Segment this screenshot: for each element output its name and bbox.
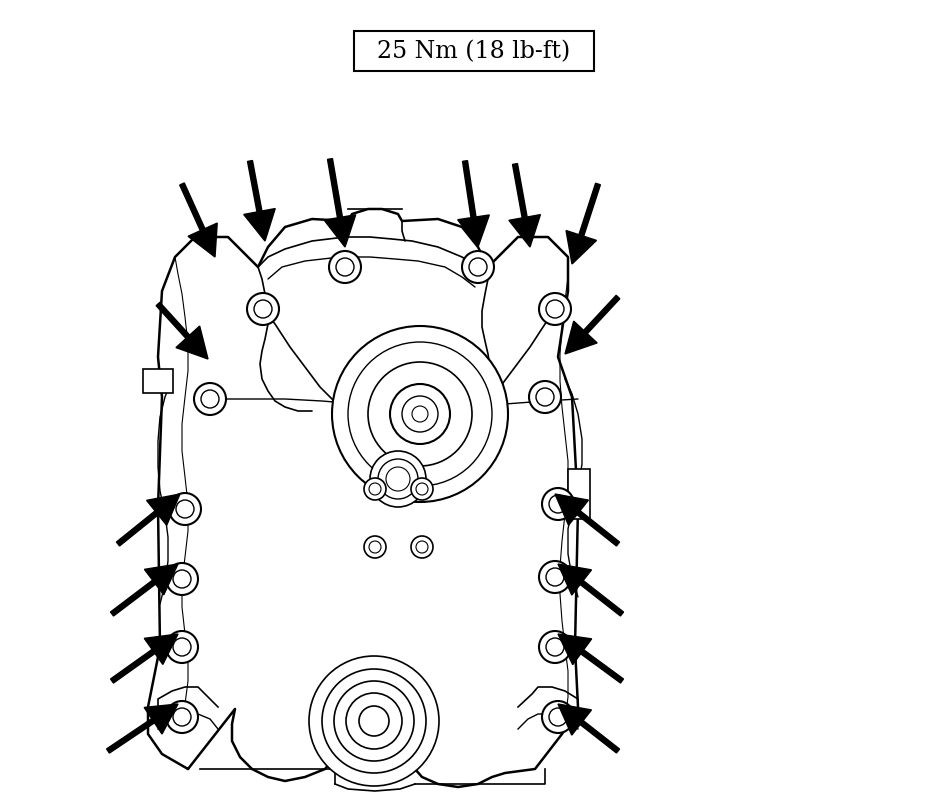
Polygon shape	[157, 303, 208, 360]
Circle shape	[346, 693, 402, 749]
Bar	[568, 470, 590, 520]
Circle shape	[369, 541, 381, 553]
Circle shape	[549, 495, 567, 513]
Circle shape	[334, 681, 414, 761]
Polygon shape	[555, 495, 620, 546]
Circle shape	[416, 541, 428, 553]
Circle shape	[173, 570, 191, 589]
Circle shape	[412, 406, 428, 422]
Circle shape	[529, 381, 561, 414]
Polygon shape	[179, 184, 217, 258]
Circle shape	[386, 467, 410, 491]
Polygon shape	[565, 296, 620, 355]
Circle shape	[378, 459, 418, 499]
Circle shape	[169, 493, 201, 525]
Circle shape	[390, 385, 450, 444]
Circle shape	[539, 631, 571, 663]
Circle shape	[546, 569, 564, 586]
Circle shape	[173, 638, 191, 656]
Circle shape	[322, 669, 426, 773]
Circle shape	[166, 631, 198, 663]
Polygon shape	[558, 634, 623, 683]
Polygon shape	[148, 210, 578, 787]
Circle shape	[364, 536, 386, 558]
Polygon shape	[457, 161, 490, 247]
Polygon shape	[325, 159, 356, 247]
Circle shape	[332, 327, 508, 503]
Circle shape	[462, 251, 494, 283]
Circle shape	[546, 300, 564, 319]
Circle shape	[368, 362, 472, 467]
Polygon shape	[566, 184, 601, 265]
Circle shape	[546, 638, 564, 656]
Circle shape	[309, 656, 439, 786]
Text: 25 Nm (18 lb-ft): 25 Nm (18 lb-ft)	[378, 40, 570, 63]
Circle shape	[173, 708, 191, 726]
Polygon shape	[558, 704, 620, 753]
Circle shape	[411, 479, 433, 500]
Polygon shape	[110, 565, 178, 616]
Circle shape	[469, 259, 487, 277]
Polygon shape	[244, 161, 275, 242]
Circle shape	[402, 397, 438, 433]
Polygon shape	[558, 565, 623, 616]
Circle shape	[369, 483, 381, 495]
Circle shape	[359, 706, 389, 736]
Bar	[354, 32, 594, 72]
Circle shape	[247, 294, 279, 325]
Circle shape	[364, 479, 386, 500]
Bar	[143, 369, 173, 393]
Polygon shape	[509, 165, 540, 247]
Circle shape	[539, 294, 571, 325]
Circle shape	[201, 390, 219, 409]
Circle shape	[166, 701, 198, 733]
Circle shape	[542, 488, 574, 520]
Circle shape	[416, 483, 428, 495]
Circle shape	[411, 536, 433, 558]
Polygon shape	[117, 495, 180, 546]
Circle shape	[336, 259, 354, 277]
Circle shape	[176, 500, 194, 519]
Circle shape	[194, 384, 226, 415]
Circle shape	[254, 300, 272, 319]
Circle shape	[370, 451, 426, 507]
Circle shape	[549, 708, 567, 726]
Circle shape	[536, 389, 554, 406]
Circle shape	[329, 251, 361, 283]
Circle shape	[348, 343, 492, 487]
Polygon shape	[110, 634, 178, 683]
Polygon shape	[106, 704, 178, 753]
Circle shape	[166, 563, 198, 595]
Circle shape	[539, 561, 571, 593]
Circle shape	[542, 701, 574, 733]
